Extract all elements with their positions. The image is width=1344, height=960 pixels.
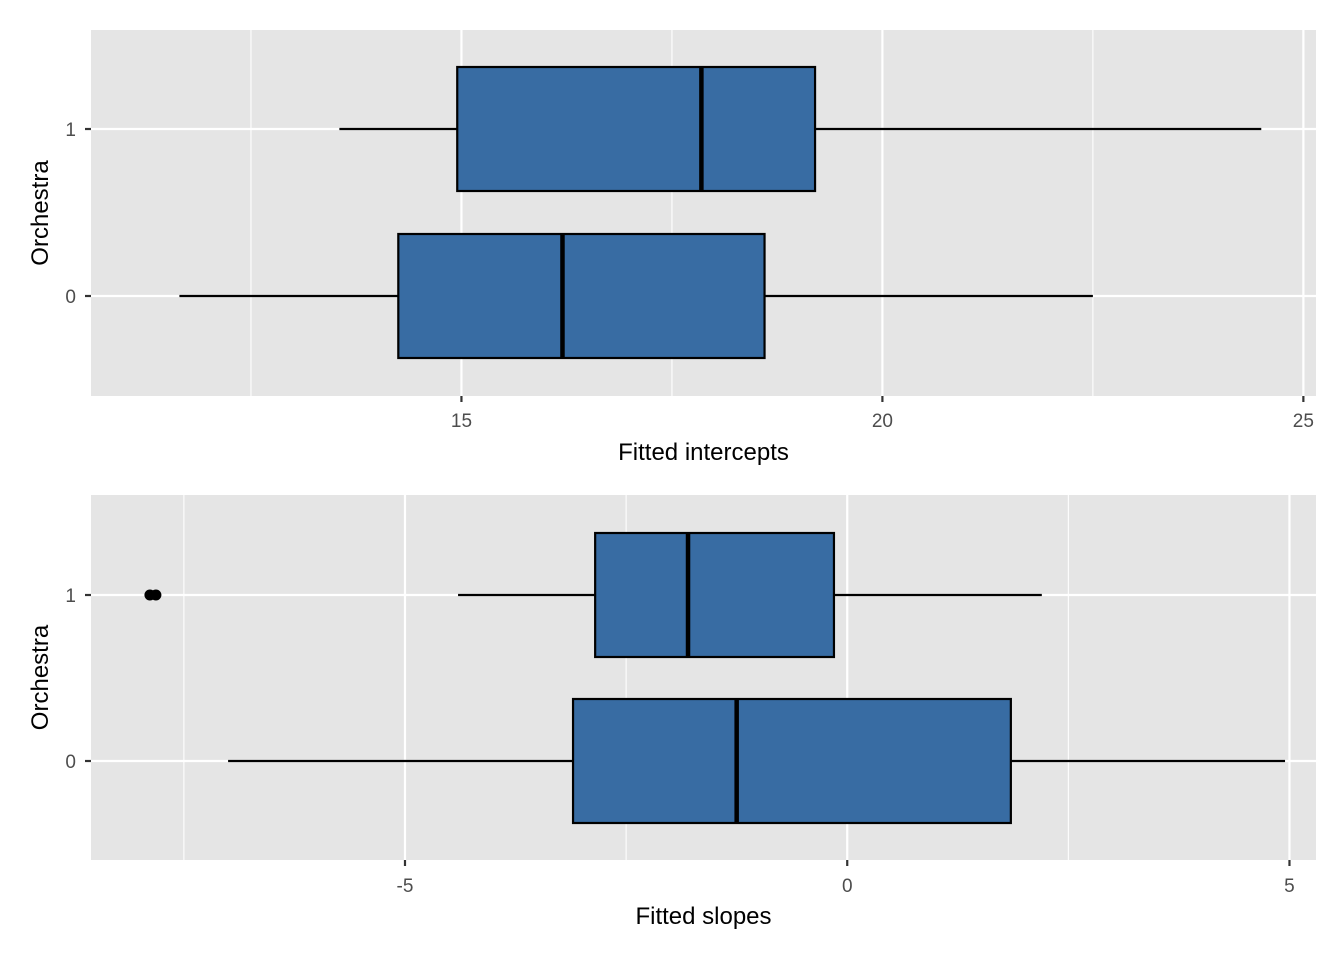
x-axis-title: Fitted intercepts [618,439,789,466]
x-tick-label: 20 [872,411,893,432]
chart-panel-1: 15 20 25 0 1 Fitted intercepts Orchestra [27,30,1316,466]
outlier-point [150,589,162,601]
x-axis-title: Fitted slopes [635,903,771,930]
y-tick-label: 0 [65,752,76,773]
box-iqr [456,65,817,193]
x-tick-label: 5 [1284,876,1295,897]
box-iqr [571,697,1012,825]
x-tick-label: 0 [842,876,853,897]
y-axis-title: Orchestra [27,624,54,730]
chart-panel-2: -5 0 5 0 1 Fitted slopes Orchestra [27,495,1316,930]
boxplot-0 [179,232,1093,360]
box-iqr [397,232,766,360]
x-tick-label: -5 [397,876,414,897]
x-tick-label: 15 [451,411,472,432]
boxplot-1 [144,531,1042,659]
box-iqr [594,531,836,659]
x-tick-label: 25 [1293,411,1314,432]
y-axis-title: Orchestra [27,160,54,266]
y-tick-label: 0 [65,287,76,308]
y-tick-label: 1 [65,586,76,607]
boxplot-1 [339,65,1262,193]
boxplot-0 [228,697,1286,825]
y-tick-label: 1 [65,120,76,141]
